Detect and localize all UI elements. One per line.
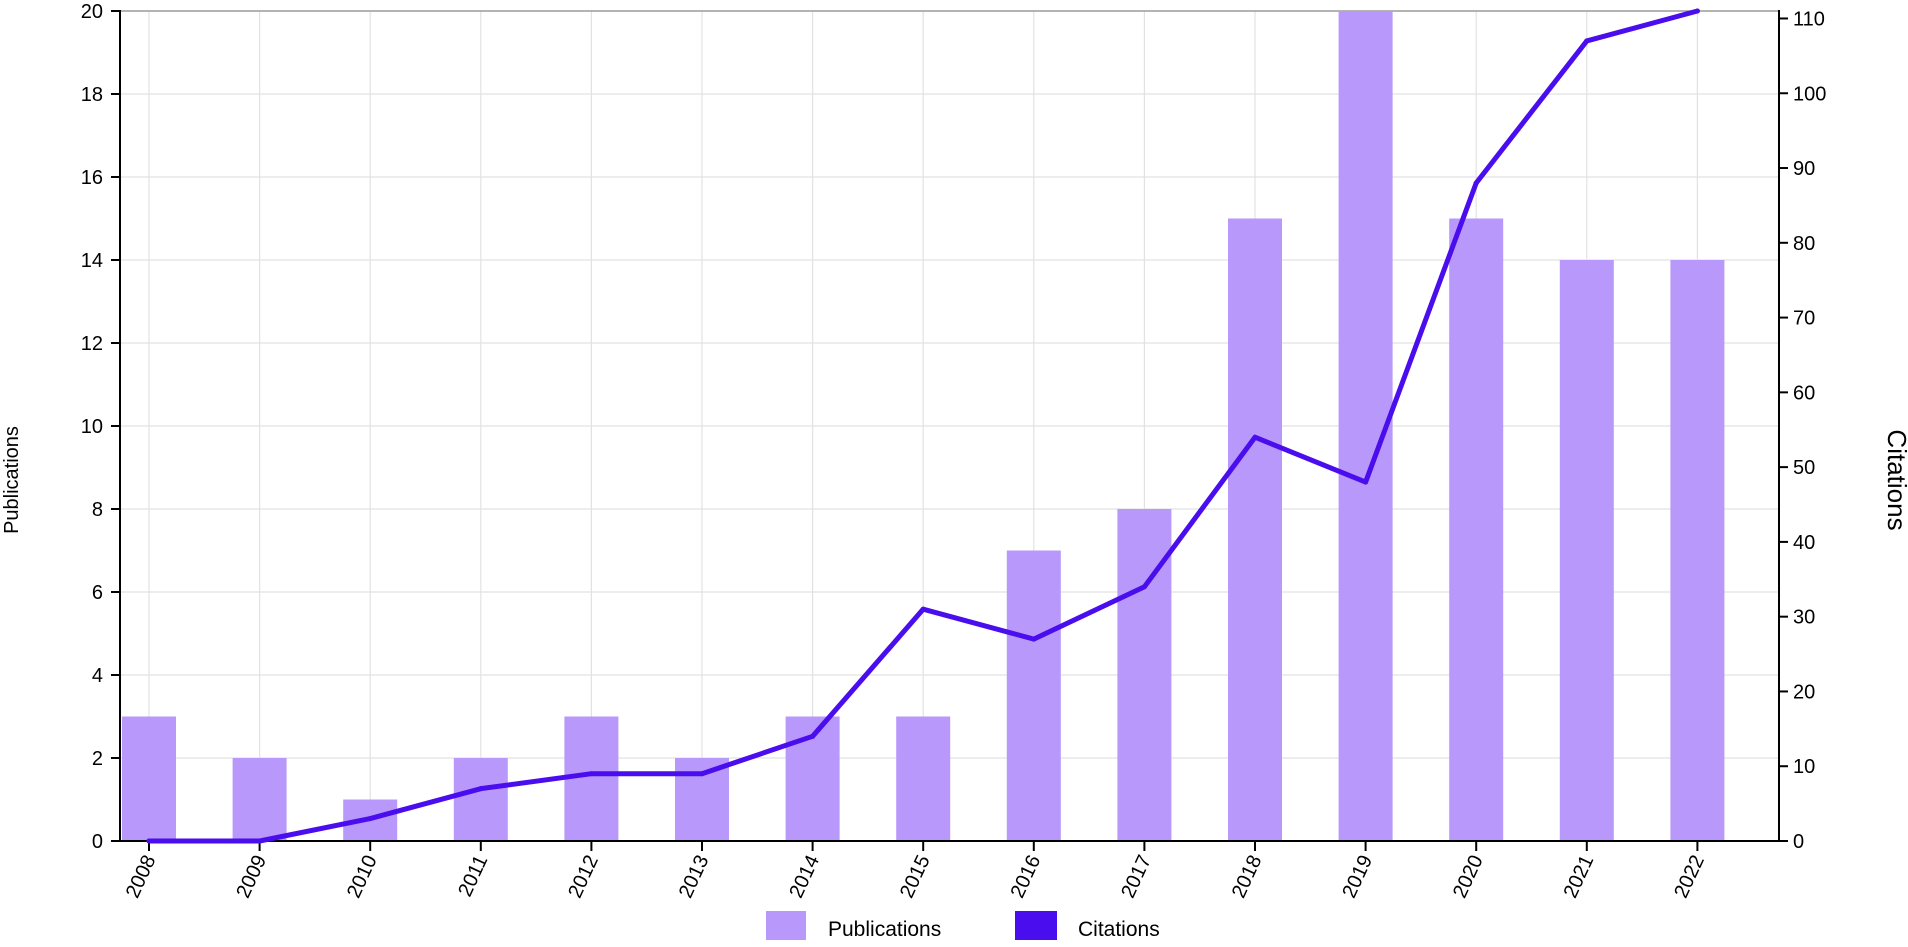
y-tick-label-left: 2 bbox=[92, 748, 103, 770]
x-tick-label-2021: 2021 bbox=[1560, 852, 1599, 902]
bar-publications-2011 bbox=[453, 758, 508, 841]
bar-publications-2012 bbox=[564, 716, 619, 841]
x-tick-label-2019: 2019 bbox=[1338, 852, 1377, 902]
point-citations-2008 bbox=[146, 838, 152, 844]
bar-publications-2016 bbox=[1006, 550, 1061, 841]
bar-publications-2021 bbox=[1559, 260, 1614, 841]
point-citations-2020 bbox=[1473, 180, 1479, 186]
y-tick-label-right: 50 bbox=[1793, 457, 1815, 479]
point-citations-2021 bbox=[1584, 38, 1590, 44]
y-tick-label-right: 80 bbox=[1793, 233, 1815, 255]
point-citations-2010 bbox=[367, 816, 373, 822]
y-tick-label-left: 14 bbox=[81, 250, 103, 272]
bar-publications-2018 bbox=[1228, 218, 1282, 841]
x-tick-label-2014: 2014 bbox=[785, 852, 824, 902]
y-tick-label-left: 12 bbox=[81, 333, 103, 355]
y-tick-label-left: 6 bbox=[92, 582, 103, 604]
bar-publications-2008 bbox=[122, 716, 176, 841]
x-tick-label-2013: 2013 bbox=[675, 852, 714, 902]
y-tick-label-left: 0 bbox=[92, 831, 103, 853]
bar-publications-2020 bbox=[1449, 218, 1504, 841]
x-tick-label-2009: 2009 bbox=[232, 852, 271, 902]
point-citations-2022 bbox=[1694, 8, 1700, 14]
y-tick-label-left: 20 bbox=[81, 1, 103, 23]
y-axis-title-right: Citations bbox=[1882, 429, 1908, 530]
y-tick-label-left: 18 bbox=[81, 84, 103, 106]
x-tick-label-2016: 2016 bbox=[1007, 852, 1046, 902]
x-tick-label-2008: 2008 bbox=[122, 852, 161, 902]
y-tick-label-right: 40 bbox=[1793, 532, 1815, 554]
point-citations-2009 bbox=[257, 838, 263, 844]
legend-swatch-citations bbox=[1015, 911, 1057, 940]
x-tick-label-2011: 2011 bbox=[454, 852, 492, 900]
point-citations-2012 bbox=[588, 771, 594, 777]
legend-label-citations: Citations bbox=[1078, 918, 1160, 941]
y-tick-label-left: 8 bbox=[92, 499, 103, 521]
y-tick-label-right: 30 bbox=[1793, 607, 1815, 629]
point-citations-2015 bbox=[920, 606, 926, 612]
axes-layer bbox=[111, 10, 1788, 851]
point-citations-2017 bbox=[1141, 584, 1147, 590]
x-tick-label-2012: 2012 bbox=[564, 852, 603, 902]
y-tick-label-left: 16 bbox=[81, 167, 103, 189]
point-citations-2018 bbox=[1252, 434, 1258, 440]
point-citations-2016 bbox=[1031, 636, 1037, 642]
y-tick-label-right: 70 bbox=[1793, 308, 1815, 330]
y-tick-label-left: 4 bbox=[92, 665, 103, 687]
y-tick-label-right: 100 bbox=[1793, 83, 1826, 105]
point-citations-2011 bbox=[478, 786, 484, 792]
y-tick-label-right: 10 bbox=[1793, 756, 1815, 778]
y-tick-label-right: 90 bbox=[1793, 158, 1815, 180]
bar-publications-2022 bbox=[1670, 260, 1725, 841]
legend-label-publications: Publications bbox=[828, 918, 941, 941]
legend-swatch-publications bbox=[766, 911, 806, 940]
y-tick-label-right: 110 bbox=[1793, 8, 1825, 30]
x-tick-label-2022: 2022 bbox=[1670, 852, 1709, 902]
line-layer bbox=[146, 8, 1700, 844]
bar-publications-2015 bbox=[896, 716, 951, 841]
x-tick-label-2018: 2018 bbox=[1228, 852, 1267, 902]
y-tick-label-right: 60 bbox=[1793, 382, 1815, 404]
bars-layer bbox=[122, 11, 1725, 841]
bar-publications-2013 bbox=[675, 758, 729, 841]
y-tick-label-right: 20 bbox=[1793, 681, 1815, 703]
point-citations-2014 bbox=[810, 733, 816, 739]
legend: Publications Citations bbox=[766, 911, 1160, 941]
x-tick-label-2017: 2017 bbox=[1117, 852, 1156, 902]
y-axis-title-left: Publications bbox=[1, 426, 23, 534]
x-tick-label-2020: 2020 bbox=[1449, 852, 1488, 902]
y-tick-label-right: 0 bbox=[1793, 831, 1804, 853]
x-tick-label-2015: 2015 bbox=[896, 852, 935, 902]
point-citations-2013 bbox=[699, 771, 705, 777]
x-tick-label-2010: 2010 bbox=[343, 852, 382, 902]
bar-publications-2019 bbox=[1338, 11, 1393, 841]
point-citations-2019 bbox=[1363, 479, 1369, 485]
bar-publications-2009 bbox=[232, 758, 287, 841]
y-tick-label-left: 10 bbox=[81, 416, 103, 438]
